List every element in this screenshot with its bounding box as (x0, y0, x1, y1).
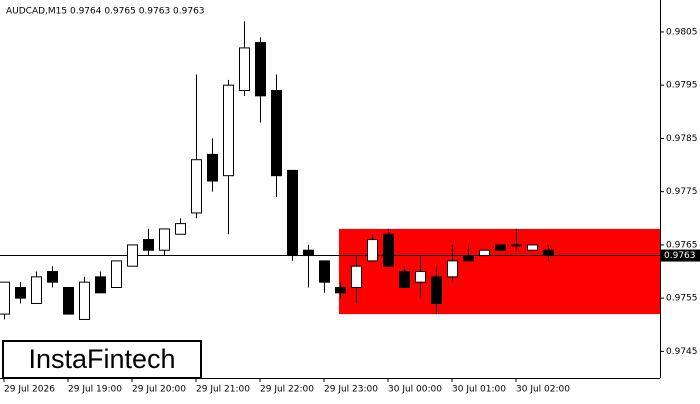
x-tick-label: 29 Jul 2026 (4, 385, 55, 395)
candle-body (47, 271, 58, 283)
y-tick-label: 0.9765 (666, 240, 698, 250)
x-tick-label: 29 Jul 19:00 (68, 385, 122, 395)
x-tick-label: 29 Jul 22:00 (260, 385, 314, 395)
y-tick-label: 0.9755 (666, 294, 698, 304)
candle-body (223, 84, 234, 177)
candle-body (0, 281, 10, 315)
candle-body (15, 286, 26, 299)
y-tick-label: 0.9805 (666, 27, 698, 37)
candle-body (335, 286, 346, 294)
x-tick-label: 30 Jul 00:00 (388, 385, 442, 395)
candle-body (159, 228, 170, 251)
candle-body (111, 260, 122, 288)
x-tick-label: 30 Jul 02:00 (516, 385, 570, 395)
candle-body (127, 244, 138, 267)
candle-body (143, 239, 154, 251)
candle-body (431, 276, 442, 304)
candle-body (383, 233, 394, 267)
candle-body (239, 47, 250, 92)
candle-body (287, 169, 298, 257)
price-label: 0.9763 (664, 251, 696, 261)
candle-body (463, 255, 474, 262)
candle-body (479, 249, 490, 257)
price-label-box (660, 249, 700, 262)
main-layer (0, 21, 660, 320)
candle-body (367, 239, 378, 262)
candle-body (63, 286, 74, 315)
y-tick-label: 0.9785 (666, 134, 698, 144)
candle-body (527, 244, 538, 251)
candle-body (207, 153, 218, 182)
candle-body (271, 90, 282, 177)
logo-box (2, 340, 202, 379)
y-tick-label: 0.9745 (666, 347, 698, 357)
candle-body (511, 244, 522, 247)
candle-body (351, 265, 362, 288)
candle-body (95, 276, 106, 294)
logo: InstaFintech (28, 344, 175, 374)
candle-body (495, 244, 506, 251)
y-tick-label: 0.9795 (666, 81, 698, 91)
candle-body (543, 249, 554, 257)
x-tick-label: 29 Jul 23:00 (324, 385, 378, 395)
candle-body (175, 223, 186, 235)
x-tick-label: 30 Jul 01:00 (452, 385, 506, 395)
y-tick-label: 0.9775 (666, 187, 698, 197)
candle-body (255, 42, 266, 97)
candle-body (191, 159, 202, 214)
candle-body (303, 249, 314, 257)
x-tick-label: 29 Jul 21:00 (196, 385, 250, 395)
candle-body (79, 281, 90, 320)
candle-body (415, 271, 426, 283)
candle-body (447, 260, 458, 278)
candle-body (31, 276, 42, 304)
candle-body (319, 260, 330, 283)
candle-body (399, 271, 410, 288)
chart-title: AUDCAD,M15 0.9764 0.9765 0.9763 0.9763 (6, 7, 205, 17)
x-tick-label: 29 Jul 20:00 (132, 385, 186, 395)
